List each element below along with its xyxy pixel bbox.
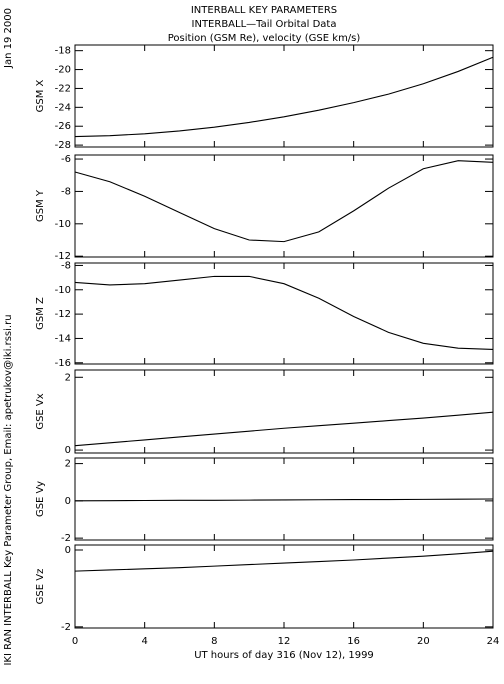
data-line xyxy=(74,411,494,447)
credit: IKI RAN INTERBALL Key Parameter Group, E… xyxy=(3,314,14,665)
y-tick-label: -8 xyxy=(61,260,71,271)
y-axis-label: GSM Y xyxy=(35,189,46,222)
x-tick-label: 16 xyxy=(347,636,360,647)
data-line xyxy=(74,160,494,243)
date-stamp: Jan 19 2000 xyxy=(3,8,14,69)
y-axis-label: GSE Vz xyxy=(35,569,46,605)
x-tick-label: 24 xyxy=(487,636,500,647)
x-axis-label: UT hours of day 316 (Nov 12), 1999 xyxy=(194,650,374,661)
title-line: Position (GSM Re), velocity (GSE km/s) xyxy=(168,33,361,44)
y-tick-label: 0 xyxy=(65,545,71,556)
title-line: INTERBALL—Tail Orbital Data xyxy=(192,19,337,30)
y-tick-label: -2 xyxy=(61,533,71,544)
y-axis-label: GSM Z xyxy=(35,297,46,330)
y-tick-label: -20 xyxy=(55,65,71,76)
plot-frame xyxy=(74,262,494,365)
y-tick-label: -12 xyxy=(55,309,71,320)
y-tick-label: 2 xyxy=(65,459,71,470)
y-tick-label: 0 xyxy=(65,445,71,456)
data-line xyxy=(74,550,494,572)
y-tick-label: -28 xyxy=(55,140,71,151)
x-tick-label: 4 xyxy=(141,636,147,647)
y-axis-label: GSE Vx xyxy=(35,393,46,429)
y-axis-label: GSM X xyxy=(35,79,46,112)
y-tick-label: -26 xyxy=(55,121,71,132)
y-tick-label: -8 xyxy=(61,186,71,197)
y-axis-label: GSE Vy xyxy=(35,481,46,517)
plot-frame xyxy=(74,44,494,148)
x-tick-label: 8 xyxy=(211,636,217,647)
data-line xyxy=(74,498,494,502)
x-tick-label: 0 xyxy=(72,636,78,647)
y-tick-label: -24 xyxy=(55,102,71,113)
y-tick-label: -2 xyxy=(61,622,71,633)
y-tick-label: -14 xyxy=(55,333,71,344)
y-tick-label: -10 xyxy=(55,285,71,296)
data-line xyxy=(74,275,494,350)
y-tick-label: 2 xyxy=(65,372,71,383)
y-tick-label: 0 xyxy=(65,496,71,507)
x-tick-label: 12 xyxy=(278,636,291,647)
y-tick-label: -6 xyxy=(61,154,71,165)
y-tick-label: -18 xyxy=(55,46,71,57)
data-line xyxy=(74,56,494,138)
y-tick-label: -16 xyxy=(55,358,71,369)
x-tick-label: 20 xyxy=(417,636,430,647)
y-tick-label: -10 xyxy=(55,219,71,230)
title-line: INTERBALL KEY PARAMETERS xyxy=(191,5,337,16)
plot-frame xyxy=(74,544,494,629)
y-tick-label: -22 xyxy=(55,83,71,94)
y-tick-label: -12 xyxy=(55,251,71,262)
